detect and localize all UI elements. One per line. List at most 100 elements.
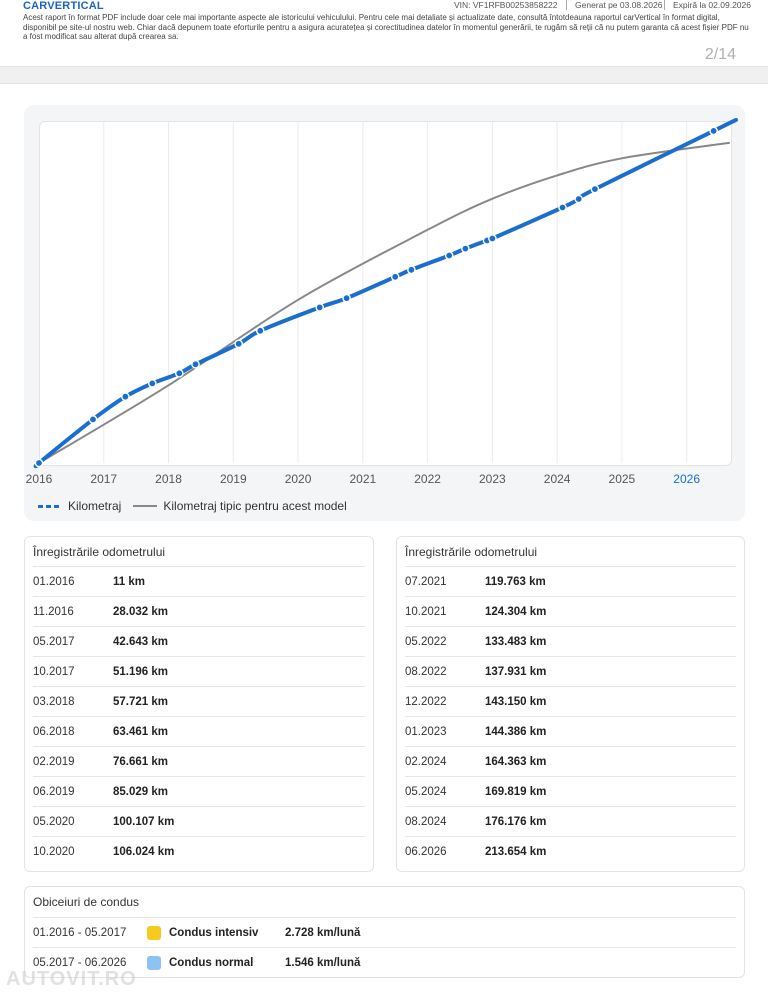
record-mileage: 164.363 km xyxy=(485,755,547,768)
page-divider-strip xyxy=(0,66,768,84)
typical-mileage-line xyxy=(38,141,730,464)
table-row: 07.2021 119.763 km xyxy=(405,566,736,596)
mileage-point xyxy=(444,251,454,260)
record-mileage: 144.386 km xyxy=(485,725,547,738)
record-date: 05.2017 xyxy=(33,635,75,648)
record-mileage: 11 km xyxy=(113,575,145,588)
record-date: 01.2016 xyxy=(33,575,75,588)
habit-label: Condus normal xyxy=(169,956,254,969)
record-mileage: 143.150 km xyxy=(485,695,547,708)
table-title: Înregistrările odometrului xyxy=(33,545,166,559)
record-date: 10.2021 xyxy=(405,605,447,618)
table-row: 01.2016 11 km xyxy=(33,566,365,596)
odometer-table-left: Înregistrările odometrului 01.2016 11 km 1… xyxy=(24,536,374,872)
mileage-point xyxy=(488,234,497,243)
table-title: Înregistrările odometrului xyxy=(405,545,538,559)
mileage-line xyxy=(33,117,738,469)
disclaimer-text: Acest raport în format PDF include doar … xyxy=(23,13,749,42)
legend-swatch-gray xyxy=(133,501,158,511)
record-date: 06.2018 xyxy=(33,725,75,738)
habit-rate: 1.546 km/lună xyxy=(285,956,361,969)
record-date: 06.2019 xyxy=(33,785,75,798)
legend-swatch-blue xyxy=(38,501,62,511)
habit-period: 05.2017 - 06.2026 xyxy=(33,956,127,969)
record-date: 08.2024 xyxy=(405,815,447,828)
record-mileage: 85.029 km xyxy=(113,785,168,798)
record-mileage: 42.643 km xyxy=(113,635,168,648)
mileage-point xyxy=(148,379,157,388)
table-row: 11.2016 28.032 km xyxy=(33,596,365,626)
record-date: 02.2024 xyxy=(405,755,447,768)
mileage-point xyxy=(255,326,265,336)
record-date: 11.2016 xyxy=(33,605,74,618)
table-row: 06.2019 85.029 km xyxy=(33,776,365,806)
meta-divider xyxy=(664,0,665,10)
habit-label: Condus intensiv xyxy=(169,926,259,939)
table-row: 05.2022 133.483 km xyxy=(405,626,736,656)
record-mileage: 51.196 km xyxy=(113,665,168,678)
mileage-point xyxy=(121,392,130,402)
mileage-point xyxy=(342,293,351,303)
x-tick-label: 2026 xyxy=(673,472,700,486)
record-mileage: 124.304 km xyxy=(485,605,547,618)
watermark: AUTOVIT.RO xyxy=(6,968,137,990)
expiry-date: Expiră la 02.09.2026 xyxy=(673,0,751,10)
record-date: 05.2022 xyxy=(405,635,447,648)
table-row: 02.2024 164.363 km xyxy=(405,746,736,776)
mileage-point xyxy=(315,303,325,312)
record-date: 01.2023 xyxy=(405,725,447,738)
x-tick-label: 2021 xyxy=(349,472,376,486)
driving-habits-card: Obiceiuri de condus 01.2016 - 05.2017 Con… xyxy=(24,886,745,978)
record-mileage: 119.763 km xyxy=(485,575,546,588)
record-mileage: 133.483 km xyxy=(485,635,547,648)
record-date: 03.2018 xyxy=(33,695,75,708)
habit-row: 01.2016 - 05.2017 Condus intensiv 2.728 km… xyxy=(33,917,736,947)
mileage-point xyxy=(407,265,416,275)
record-mileage: 57.721 km xyxy=(113,695,168,708)
x-tick-label: 2019 xyxy=(220,472,247,486)
record-date: 10.2017 xyxy=(33,665,75,678)
record-mileage: 169.819 km xyxy=(485,785,547,798)
table-rows: 01.2016 11 km 11.2016 28.032 km 05.2017 42.64… xyxy=(33,566,365,866)
report-header: CARVERTICAL VIN: VF1RFB00253858222 Gener… xyxy=(0,0,768,66)
mileage-point xyxy=(574,194,584,204)
mileage-point xyxy=(461,244,470,253)
record-mileage: 100.107 km xyxy=(113,815,175,828)
habit-rows: 01.2016 - 05.2017 Condus intensiv 2.728 km… xyxy=(33,917,736,977)
table-row: 06.2018 63.461 km xyxy=(33,716,365,746)
table-rows: 07.2021 119.763 km 10.2021 124.304 km 05.202… xyxy=(405,566,736,866)
table-row: 05.2020 100.107 km xyxy=(33,806,365,836)
table-row: 10.2020 106.024 km xyxy=(33,836,365,866)
habit-period: 01.2016 - 05.2017 xyxy=(33,926,127,939)
mileage-point xyxy=(390,272,400,282)
record-date: 08.2022 xyxy=(405,665,447,678)
generated-date: Generat pe 03.08.2026 xyxy=(575,0,663,10)
table-row: 08.2024 176.176 km xyxy=(405,806,736,836)
chart-legend: Kilometraj Kilometraj tipic pentru acest… xyxy=(38,498,359,514)
x-tick-label: 2020 xyxy=(285,472,312,486)
mileage-point xyxy=(88,415,98,424)
table-row: 05.2024 169.819 km xyxy=(405,776,736,806)
table-row: 05.2017 42.643 km xyxy=(33,626,365,656)
mileage-point xyxy=(174,368,184,378)
record-mileage: 76.661 km xyxy=(113,755,168,768)
x-tick-label: 2022 xyxy=(414,472,441,486)
habit-color-swatch xyxy=(147,955,161,970)
habits-title: Obiceiuri de condus xyxy=(33,895,140,909)
x-tick-label: 2024 xyxy=(544,472,571,486)
x-tick-label: 2016 xyxy=(26,472,53,486)
mileage-point xyxy=(558,203,567,212)
vin-label: VIN: VF1RFB00253858222 xyxy=(454,0,558,10)
table-row: 08.2022 137.931 km xyxy=(405,656,736,686)
x-tick-label: 2023 xyxy=(479,472,506,486)
mileage-point xyxy=(590,184,600,194)
legend-item-kilometraj: Kilometraj xyxy=(38,499,121,513)
record-date: 05.2024 xyxy=(405,785,447,798)
carvertical-logo: CARVERTICAL xyxy=(23,0,104,12)
record-mileage: 106.024 km xyxy=(113,845,175,858)
habit-color-swatch xyxy=(147,925,161,940)
legend-label: Kilometraj tipic pentru acest model xyxy=(163,499,347,513)
record-mileage: 137.931 km xyxy=(485,665,547,678)
mileage-point xyxy=(191,359,200,369)
record-mileage: 176.176 km xyxy=(485,815,547,828)
